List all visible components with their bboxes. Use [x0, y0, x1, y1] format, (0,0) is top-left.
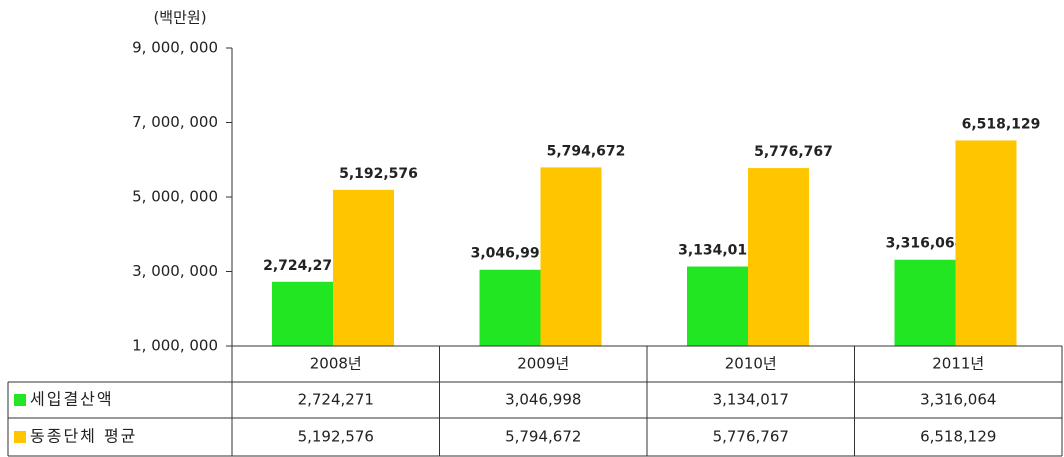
legend-swatch: [14, 394, 26, 406]
bar: [540, 167, 602, 346]
table-cell: 3,046,998: [505, 391, 581, 409]
bar: [272, 281, 333, 346]
y-tick-label: 1, 000, 000: [132, 337, 218, 355]
table-cell: 3,316,064: [920, 391, 996, 409]
x-tick-label: 2008년: [310, 355, 362, 373]
bar: [748, 168, 809, 346]
data-label: 3,316,064: [886, 236, 965, 252]
table-cell: 5,192,576: [298, 428, 374, 446]
x-tick-label: 2011년: [932, 355, 984, 373]
data-label: 3,046,998: [471, 246, 550, 262]
data-label: 6,518,129: [962, 116, 1041, 132]
bar: [479, 269, 541, 346]
x-tick-label: 2009년: [517, 355, 569, 373]
legend-label: 세입결산액: [30, 390, 114, 409]
x-tick-label: 2010년: [725, 355, 777, 373]
table-cell: 5,794,672: [505, 428, 581, 446]
y-tick-label: 3, 000, 000: [132, 262, 218, 280]
y-tick-label: 7, 000, 000: [132, 113, 218, 131]
legend-label: 동종단체 평균: [30, 427, 137, 446]
data-label: 2,724,271: [263, 258, 342, 274]
data-label: 5,776,767: [754, 144, 833, 160]
bar: [955, 140, 1017, 346]
data-label: 5,192,576: [339, 166, 418, 182]
table-cell: 2,724,271: [298, 391, 374, 409]
legend-swatch: [14, 431, 26, 443]
data-label: 3,134,017: [678, 243, 757, 259]
table-cell: 3,134,017: [713, 391, 789, 409]
y-axis-label: (백만원): [153, 9, 206, 27]
bar: [687, 266, 748, 346]
y-tick-label: 5, 000, 000: [132, 188, 218, 206]
table-cell: 6,518,129: [920, 428, 996, 446]
data-label: 5,794,672: [547, 143, 626, 159]
table-cell: 5,776,767: [713, 428, 789, 446]
y-tick-label: 9, 000, 000: [132, 39, 218, 57]
bar: [894, 259, 956, 346]
bar: [333, 189, 394, 346]
